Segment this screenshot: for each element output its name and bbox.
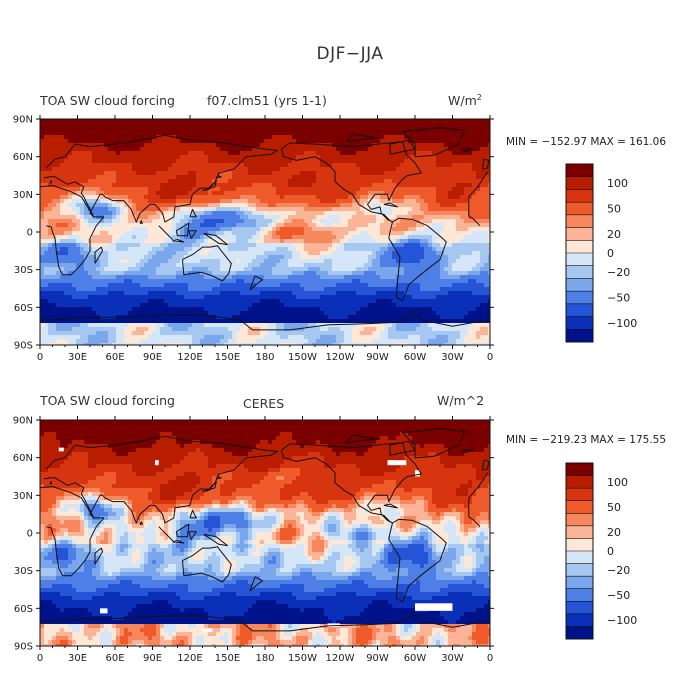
panel1-y-tick-label: 90S (14, 341, 33, 352)
panel1-colorbar-swatch (566, 303, 593, 317)
panel2-y-tick-label: 60N (13, 453, 33, 464)
panel2-colorbar-swatch (566, 525, 593, 539)
panel2-colorbar-label: −50 (607, 589, 630, 602)
panel1-colorbar-label: −100 (607, 317, 637, 330)
panel2-colorbar-swatch (566, 613, 593, 627)
panel1-colorbar-label: 50 (607, 203, 621, 216)
panel2-colorbar-label: 0 (607, 545, 614, 558)
panel2-colorbar-swatch (566, 500, 593, 514)
panel2-y-tick-label: 90S (14, 642, 33, 653)
panel1-x-tick-label: 150W (288, 352, 317, 363)
panel2-x-tick-label: 60W (404, 653, 427, 664)
panel1-x-tick-label: 90E (143, 352, 162, 363)
panel2-colorbar-swatch (566, 513, 593, 527)
panel1-colorbar-frame (565, 163, 594, 343)
panel1-colorbar-label: 100 (607, 177, 628, 190)
panel2-x-tick-label: 120W (326, 653, 355, 664)
panel1-colorbar-label: 0 (607, 247, 614, 260)
panel1-colorbar-swatch (566, 240, 593, 254)
panel2-min-max: MIN = −219.23 MAX = 175.55 (506, 434, 667, 446)
panel1-min-max: MIN = −152.97 MAX = 161.06 (506, 136, 667, 148)
panel2-y-tick-label: 30N (13, 491, 33, 502)
panel1-x-tick-label: 120W (326, 352, 355, 363)
panel2-x-tick-label: 120E (177, 653, 202, 664)
panel1-y-tick-label: 90N (13, 115, 33, 126)
panel2-colorbar-swatch (566, 488, 593, 502)
panel2-colorbar-label: 100 (607, 476, 628, 489)
panel2-colorbar-swatch (566, 626, 593, 640)
panel2-x-tick-label: 150E (215, 653, 240, 664)
panel1-variable-label: TOA SW cloud forcing (40, 93, 175, 108)
panel1-colorbar-swatch (566, 189, 593, 203)
panel2-x-tick-label: 0 (37, 653, 43, 664)
panel2-y-tick-label: 60S (14, 604, 33, 615)
panel1-shaded-field (40, 119, 490, 345)
panel1-x-tick-label: 0 (487, 352, 493, 363)
panel1-x-tick-label: 120E (177, 352, 202, 363)
panel1-colorbar-swatch (566, 278, 593, 292)
panel1-x-tick-label: 0 (37, 352, 43, 363)
panel2-case-label: CERES (243, 396, 285, 411)
panel1-x-tick-label: 180 (255, 352, 274, 363)
panel1-colorbar-swatch (566, 176, 593, 190)
panel1-x-tick-label: 90W (366, 352, 389, 363)
panel1-units-label: W/m2 (448, 93, 482, 109)
panel2-y-tick-label: 30S (14, 566, 33, 577)
panel2-colorbar-swatch (566, 563, 593, 577)
panel2-colorbar-label: 50 (607, 501, 621, 514)
panel1-colorbar-swatch (566, 265, 593, 279)
panel2-x-tick-label: 90W (366, 653, 389, 664)
panel2-x-tick-label: 0 (487, 653, 493, 664)
panel2-colorbar-swatch (566, 576, 593, 590)
panel1-x-tick-label: 60W (404, 352, 427, 363)
panel1-case-label: f07.clm51 (yrs 1-1) (207, 93, 327, 108)
panel2-colorbar-swatch (566, 601, 593, 615)
panel2-x-tick-label: 180 (255, 653, 274, 664)
panel2-x-tick-label: 30E (68, 653, 87, 664)
panel2-colorbar-swatch (566, 551, 593, 564)
panel2-x-tick-label: 30W (441, 653, 464, 664)
panel2-y-tick-label: 90N (13, 416, 33, 427)
panel2-y-tick-label: 0 (27, 529, 33, 540)
panel1-x-tick-label: 60E (105, 352, 124, 363)
panel2-colorbar-swatch (566, 538, 593, 552)
panel1-colorbar-swatch (566, 253, 593, 267)
panel2-shaded-field (40, 420, 490, 646)
panel1-colorbar-swatch (566, 164, 593, 178)
panel1-colorbar-label: 20 (607, 228, 621, 241)
panel2-colorbar-swatch (566, 463, 593, 476)
panel1-y-tick-label: 60S (14, 303, 33, 314)
panel2-variable-label: TOA SW cloud forcing (40, 393, 175, 408)
panel1-colorbar-swatch (566, 329, 593, 343)
panel1-y-tick-label: 30N (13, 190, 33, 201)
panel1-y-tick-label: 60N (13, 152, 33, 163)
panel2-colorbar-swatch (566, 475, 593, 489)
panel2-x-tick-label: 60E (105, 653, 124, 664)
panel1-colorbar-swatch (566, 214, 593, 228)
panel1-colorbar-label: −50 (607, 292, 630, 305)
panel2-colorbar-swatch (566, 588, 593, 602)
panel2-colorbar-label: 20 (607, 526, 621, 539)
panel2-colorbar-label: −100 (607, 614, 637, 627)
panel2-x-tick-label: 90E (143, 653, 162, 664)
panel1-colorbar-swatch (566, 316, 593, 330)
panel1-colorbar-swatch (566, 291, 593, 305)
panel1-y-tick-label: 0 (27, 228, 33, 239)
panel2-units-label: W/m^2 (437, 393, 485, 408)
panel1-colorbar-swatch (566, 202, 593, 216)
panel1-colorbar-label: −20 (607, 266, 630, 279)
panel2-colorbar-frame (565, 462, 594, 640)
panel2-colorbar-label: −20 (607, 564, 630, 577)
panel1-x-tick-label: 150E (215, 352, 240, 363)
panel1-y-tick-label: 30S (14, 265, 33, 276)
panel1-x-tick-label: 30W (441, 352, 464, 363)
panel1-coastlines (40, 127, 490, 331)
panel1-colorbar-swatch (566, 227, 593, 241)
panel2-x-tick-label: 150W (288, 653, 317, 664)
figure-title: DJF−JJA (316, 44, 384, 64)
panel2-coastlines (40, 428, 490, 632)
panel1-x-tick-label: 30E (68, 352, 87, 363)
